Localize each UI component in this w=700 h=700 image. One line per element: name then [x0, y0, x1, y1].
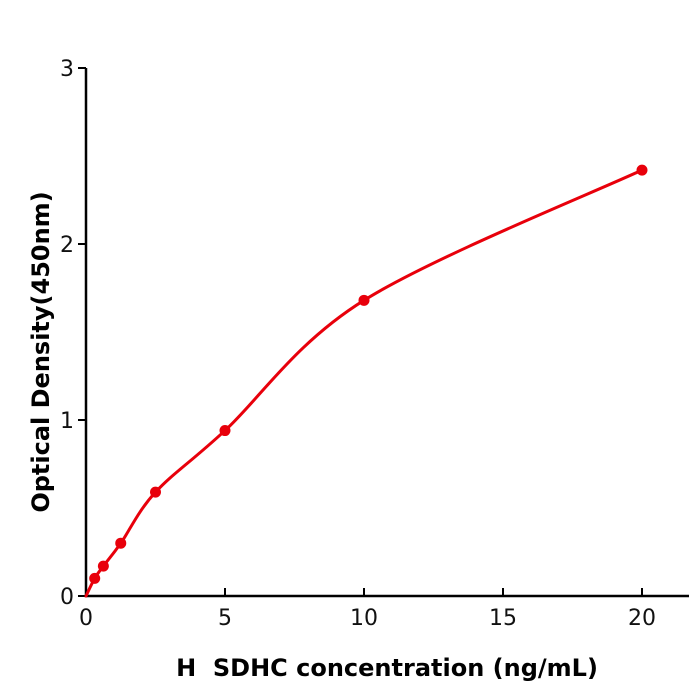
y-axis-title: Optical Density(450nm) — [27, 191, 55, 513]
data-point — [358, 294, 370, 306]
data-point — [97, 560, 109, 572]
y-tick-label: 0 — [60, 585, 74, 610]
data-point — [150, 486, 161, 498]
x-axis-title: H SDHC concentration (ng/mL) — [176, 654, 598, 682]
x-tick-label: 10 — [350, 606, 378, 631]
x-tick-label: 5 — [218, 606, 232, 631]
fit-curve — [84, 168, 644, 598]
x-tick-label: 0 — [79, 606, 93, 631]
y-tick-label: 2 — [60, 233, 74, 258]
data-point — [115, 537, 127, 549]
y-tick-label: 3 — [60, 57, 74, 82]
x-tick-label: 20 — [628, 606, 656, 631]
y-tick-label: 1 — [60, 409, 74, 434]
x-tick-label: 15 — [489, 606, 517, 631]
data-point — [89, 572, 101, 584]
data-point — [219, 425, 231, 437]
data-point — [636, 164, 648, 176]
